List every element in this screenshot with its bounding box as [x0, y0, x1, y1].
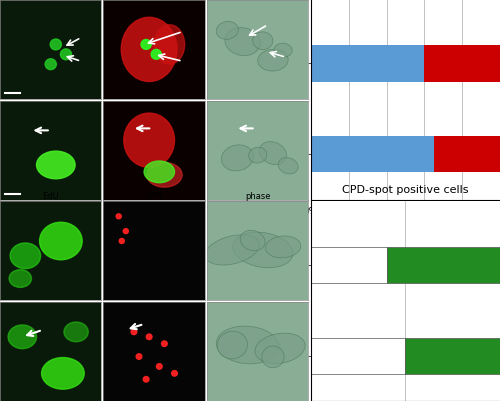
Circle shape: [116, 214, 121, 219]
Ellipse shape: [146, 162, 182, 187]
Circle shape: [172, 371, 177, 376]
Bar: [386, 247, 500, 283]
Ellipse shape: [36, 151, 75, 179]
Bar: [311, 45, 424, 82]
Ellipse shape: [222, 145, 254, 171]
Circle shape: [60, 49, 72, 60]
Ellipse shape: [258, 49, 288, 71]
Circle shape: [146, 334, 152, 340]
Ellipse shape: [274, 43, 292, 57]
Bar: [311, 247, 386, 283]
Ellipse shape: [255, 333, 305, 364]
Ellipse shape: [262, 346, 284, 368]
Bar: [406, 338, 500, 374]
Ellipse shape: [8, 325, 36, 348]
Ellipse shape: [144, 161, 174, 183]
Ellipse shape: [252, 32, 273, 50]
Ellipse shape: [217, 331, 248, 359]
Circle shape: [124, 229, 128, 234]
Circle shape: [45, 59, 56, 70]
Circle shape: [136, 354, 142, 359]
Ellipse shape: [124, 113, 174, 167]
Bar: [311, 136, 434, 172]
Ellipse shape: [154, 25, 184, 64]
Circle shape: [151, 49, 162, 59]
Ellipse shape: [9, 269, 32, 288]
Ellipse shape: [278, 158, 298, 174]
Circle shape: [144, 377, 149, 382]
Ellipse shape: [122, 17, 177, 81]
Ellipse shape: [10, 243, 40, 269]
Ellipse shape: [266, 236, 301, 258]
Ellipse shape: [216, 326, 279, 364]
Ellipse shape: [232, 232, 293, 268]
Title: CPD-spot positive cells: CPD-spot positive cells: [342, 185, 468, 195]
Ellipse shape: [248, 147, 267, 163]
Circle shape: [156, 364, 162, 369]
Bar: [311, 338, 406, 374]
Text: D: D: [282, 178, 295, 192]
Ellipse shape: [205, 235, 260, 265]
Ellipse shape: [240, 230, 265, 251]
Title: EdU: EdU: [42, 192, 59, 201]
Bar: [434, 136, 500, 172]
Title: CPD: CPD: [146, 192, 163, 201]
Ellipse shape: [42, 358, 84, 389]
Ellipse shape: [260, 142, 286, 165]
Circle shape: [131, 329, 137, 334]
Circle shape: [50, 39, 62, 50]
Ellipse shape: [40, 222, 82, 260]
Circle shape: [162, 341, 167, 346]
Circle shape: [119, 239, 124, 243]
Ellipse shape: [216, 21, 238, 39]
Title: phase: phase: [245, 192, 270, 201]
Ellipse shape: [64, 322, 88, 342]
Ellipse shape: [225, 28, 260, 56]
Circle shape: [141, 40, 151, 49]
Bar: [424, 45, 500, 82]
